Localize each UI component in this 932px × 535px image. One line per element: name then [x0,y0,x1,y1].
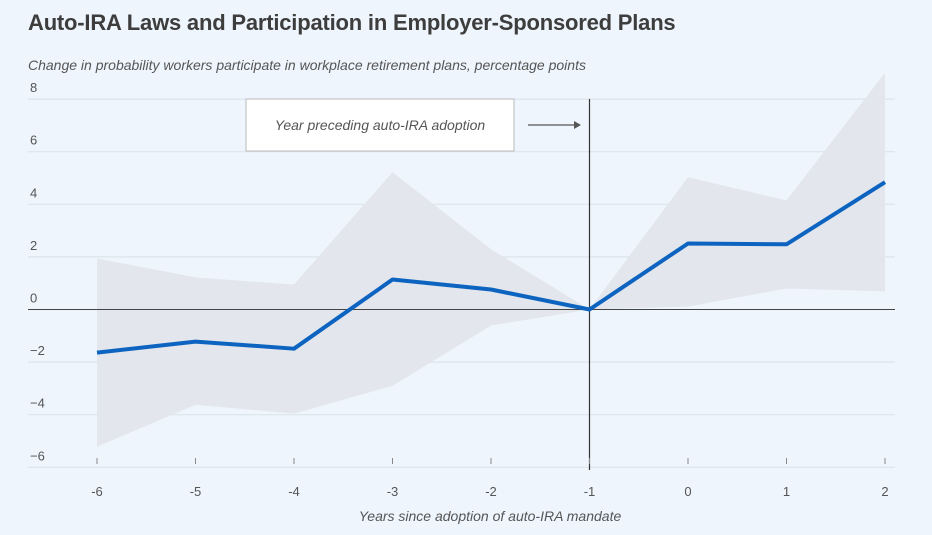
annotation-text: Year preceding auto-IRA adoption [275,117,486,133]
x-axis-ticks: -6 -5 -4 -3 -2 -1 0 1 2 [91,458,889,499]
y-tick-label: 2 [30,238,37,253]
arrow-head-icon [574,121,581,129]
x-tick-label: 0 [684,484,691,499]
y-tick-label: 6 [30,133,37,148]
x-axis-label: Years since adoption of auto-IRA mandate [359,508,622,524]
series-line [96,180,887,355]
y-tick-label: 4 [30,185,37,200]
x-tick-label: -5 [190,484,202,499]
x-tick-label: 2 [881,484,888,499]
y-tick-label: −2 [30,343,45,358]
y-tick-label: 0 [30,291,37,306]
x-tick-label: -6 [91,484,103,499]
x-tick-label: -4 [288,484,300,499]
y-tick-label: −4 [30,396,45,411]
x-tick-label: -3 [387,484,399,499]
y-tick-label: 8 [30,80,37,95]
x-tick-label: -2 [485,484,497,499]
annotation-box [245,98,515,152]
y-axis-ticks: 8 6 4 2 0 −2 −4 −6 [30,80,45,463]
x-tick-label: -1 [584,484,596,499]
x-tick-label: 1 [783,484,790,499]
confidence-band [97,72,885,447]
chart-subtitle: Change in probability workers participat… [28,57,586,73]
y-tick-label: −6 [30,448,45,463]
chart-title: Auto-IRA Laws and Participation in Emplo… [28,10,676,35]
annotation: Year preceding auto-IRA adoption [245,98,581,152]
